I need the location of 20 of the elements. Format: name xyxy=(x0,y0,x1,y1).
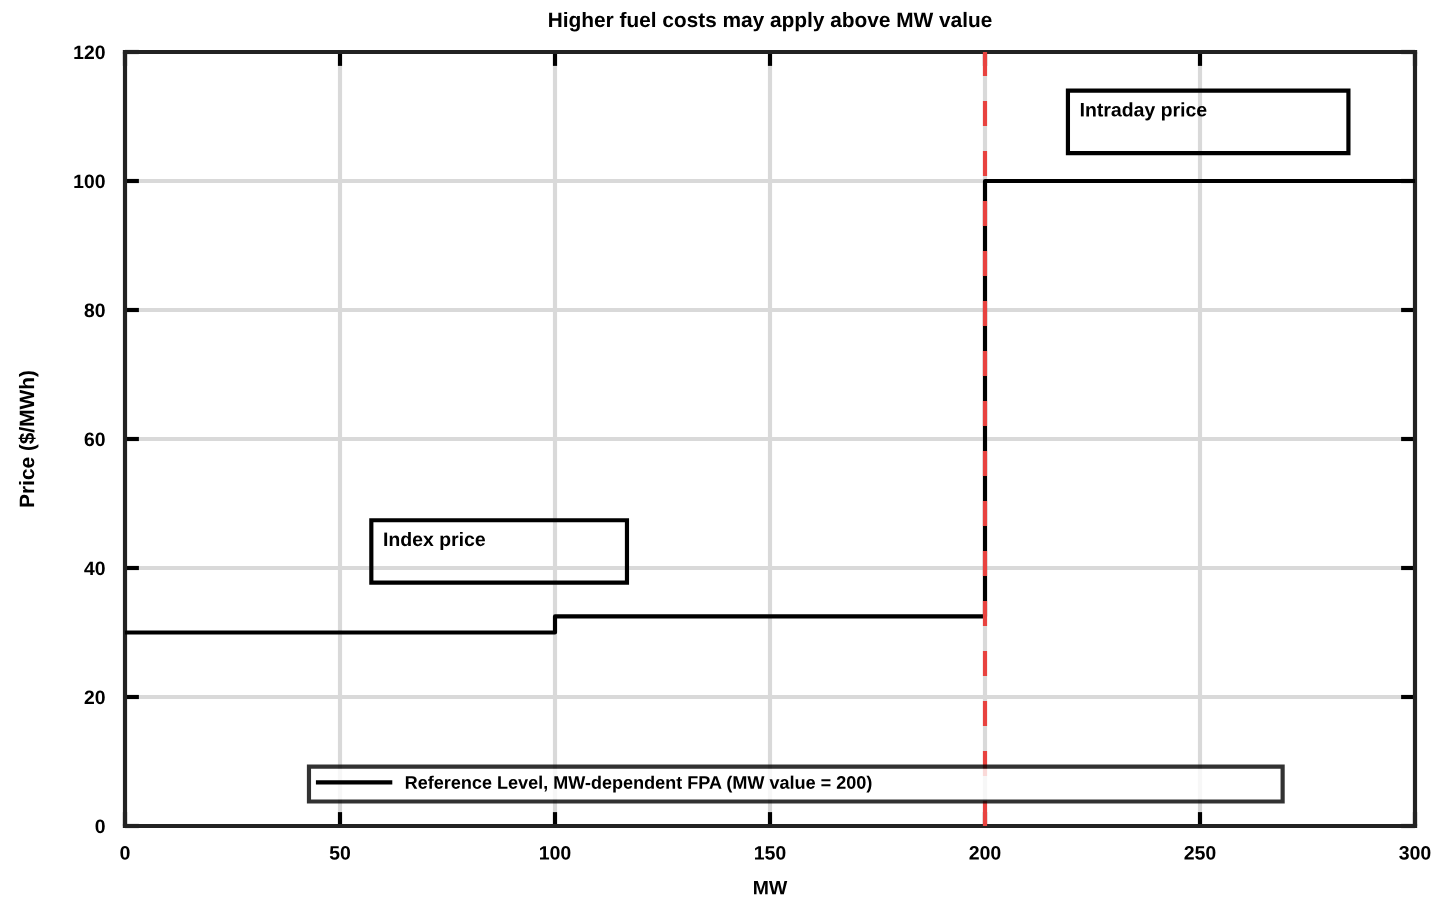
annotation: Index price xyxy=(384,531,485,551)
x-tick-label: 200 xyxy=(969,845,1001,860)
x-tick-label: 250 xyxy=(1184,845,1216,860)
chart-title: Higher fuel costs may apply above MW value xyxy=(549,11,992,32)
y-tick-label: 20 xyxy=(84,690,105,705)
y-tick-label: 100 xyxy=(74,174,105,189)
y-tick-label: 40 xyxy=(84,561,105,576)
x-tick-label: 50 xyxy=(329,845,351,860)
y-tick-label: 80 xyxy=(84,303,105,318)
legend-label: Reference Level, MW-dependent FPA (MW value = 200) xyxy=(405,775,872,793)
annotation: Intraday price xyxy=(1080,102,1207,121)
y-tick-label: 120 xyxy=(74,45,105,60)
y-axis-title: Price ($/MWh) xyxy=(18,371,39,507)
x-tick-label: 150 xyxy=(755,845,786,860)
x-tick-label: 100 xyxy=(540,845,571,860)
x-tick-label: 0 xyxy=(120,845,130,860)
y-tick-label: 60 xyxy=(84,432,105,447)
x-tick-label: 300 xyxy=(1399,845,1431,860)
y-tick-label: 0 xyxy=(95,819,105,834)
x-axis-title: MW xyxy=(754,880,788,895)
